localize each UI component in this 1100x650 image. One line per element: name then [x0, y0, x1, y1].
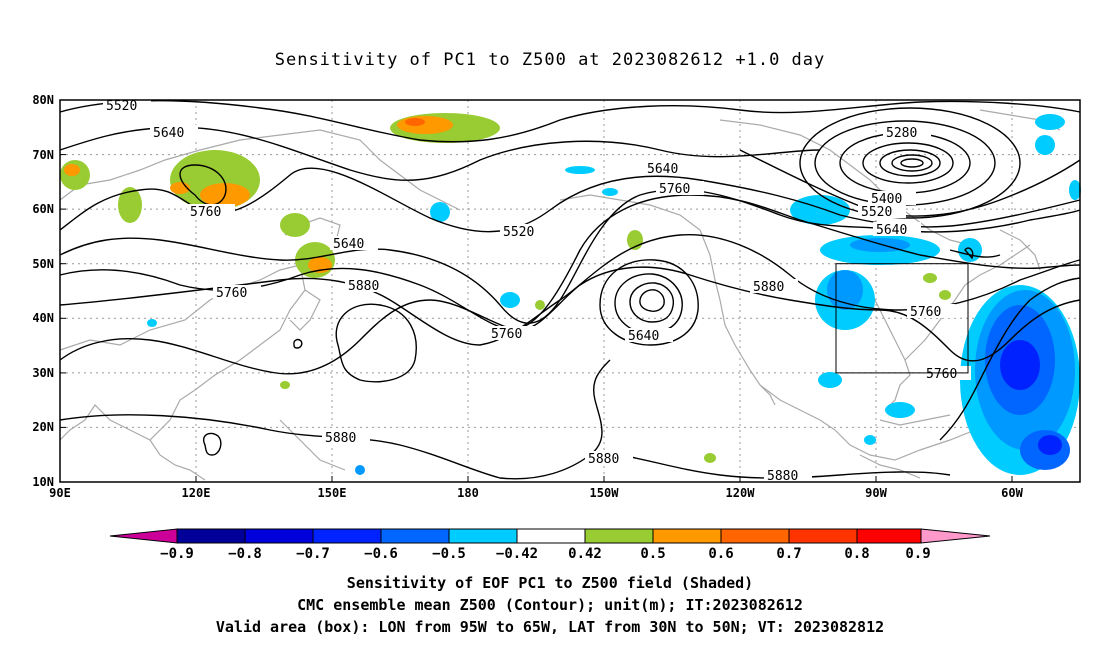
colorbar-cell	[448, 528, 518, 544]
contour-label-text: 5760	[926, 367, 957, 382]
colorbar: −0.9 −0.8 −0.7 −0.6 −0.5 −0.42 0.42 0.5 …	[109, 528, 991, 562]
contour-label-text: 5880	[348, 279, 379, 294]
lat-label-70n: 70N	[32, 148, 54, 162]
contour-label-text: 5760	[910, 305, 941, 320]
contour-label: 5760	[907, 304, 955, 320]
chart-title: Sensitivity of PC1 to Z500 at 2023082612…	[274, 50, 826, 70]
colorbar-label: −0.8	[228, 546, 262, 562]
lat-label-80n: 80N	[32, 93, 54, 107]
colorbar-cell	[652, 528, 722, 544]
contour-label: 5400	[868, 191, 916, 207]
colorbar-cell	[856, 528, 922, 544]
lat-label-10n: 10N	[32, 475, 54, 489]
lat-label-40n: 40N	[32, 311, 54, 325]
contour-label: 5640	[644, 161, 692, 177]
contour-label-text: 5400	[871, 192, 902, 207]
colorbar-cell	[380, 528, 450, 544]
lat-label-20n: 20N	[32, 420, 54, 434]
caption-line-contour: CMC ensemble mean Z500 (Contour); unit(m…	[297, 596, 803, 614]
contour-label: 5640	[625, 328, 673, 344]
contour-label: 5880	[764, 468, 812, 484]
contour-label: 5640	[150, 125, 198, 141]
lon-label-120w: 120W	[726, 486, 756, 500]
colorbar-label: −0.9	[160, 546, 194, 562]
lon-label-90e: 90E	[49, 486, 71, 500]
contour-label-text: 5520	[861, 205, 892, 220]
contour-label: 5880	[750, 279, 798, 295]
figure-caption: Sensitivity of EOF PC1 to Z500 field (Sh…	[0, 572, 1100, 638]
lat-label-50n: 50N	[32, 257, 54, 271]
contour-label: 5760	[923, 366, 971, 382]
contour-labels: 5520 5640 5760 5640 5760 5880 5520 5640 …	[103, 98, 971, 484]
colorbar-cell	[788, 528, 858, 544]
contour-label-text: 5760	[216, 286, 247, 301]
lon-label-150e: 150E	[318, 486, 347, 500]
colorbar-label: 0.8	[844, 546, 869, 562]
colorbar-cell	[312, 528, 382, 544]
contour-label-text: 5640	[153, 126, 184, 141]
lat-label-30n: 30N	[32, 366, 54, 380]
contour-label: 5280	[883, 125, 931, 141]
contour-label-text: 5760	[190, 205, 221, 220]
colorbar-label: −0.42	[496, 546, 538, 562]
colorbar-label: 0.42	[568, 546, 602, 562]
caption-line-valid-area: Valid area (box): LON from 95W to 65W, L…	[215, 618, 885, 636]
colorbar-label: −0.7	[296, 546, 330, 562]
contour-label-text: 5880	[767, 469, 798, 484]
shaded-regions	[60, 113, 1081, 475]
colorbar-cell	[176, 528, 246, 544]
contour-label-text: 5640	[628, 329, 659, 344]
axis-ticks	[59, 99, 1013, 483]
colorbar-label: 0.9	[905, 546, 930, 562]
colorbar-label: −0.6	[364, 546, 398, 562]
contour-label: 5760	[488, 326, 536, 342]
caption-line-shading: Sensitivity of EOF PC1 to Z500 field (Sh…	[346, 574, 754, 592]
contour-label: 5640	[873, 222, 921, 238]
colorbar-cell	[516, 528, 586, 544]
contour-label-text: 5520	[503, 225, 534, 240]
contour-label: 5880	[585, 451, 633, 467]
map-frame	[59, 99, 1081, 483]
contour-label-text: 5280	[886, 126, 917, 141]
colorbar-cell	[584, 528, 654, 544]
contour-label-text: 5880	[325, 431, 356, 446]
colorbar-cell	[244, 528, 314, 544]
colorbar-label: 0.6	[708, 546, 733, 562]
contour-label: 5520	[103, 98, 151, 114]
colorbar-label: 0.5	[640, 546, 665, 562]
contour-label-text: 5760	[491, 327, 522, 342]
lon-label-90w: 90W	[865, 486, 887, 500]
lat-label-60n: 60N	[32, 202, 54, 216]
contour-label-text: 5640	[647, 162, 678, 177]
colorbar-label: 0.7	[776, 546, 801, 562]
contour-label-text: 5760	[659, 182, 690, 197]
contour-label-text: 5880	[753, 280, 784, 295]
contour-label: 5520	[858, 204, 906, 220]
valid-area-box	[835, 263, 969, 374]
contour-label: 5520	[500, 224, 548, 240]
contour-label: 5880	[322, 430, 370, 446]
contour-label-text: 5520	[106, 99, 137, 114]
lon-label-150w: 150W	[590, 486, 620, 500]
colorbar-end-low	[109, 528, 178, 544]
contour-label: 5760	[187, 204, 235, 220]
contour-label: 5760	[656, 181, 704, 197]
contour-label: 5760	[213, 285, 261, 301]
colorbar-label: −0.5	[432, 546, 466, 562]
colorbar-end-high	[920, 528, 991, 544]
contour-label: 5880	[345, 278, 393, 294]
contour-label: 5640	[330, 236, 378, 252]
lon-label-180: 180	[457, 486, 479, 500]
colorbar-cell	[720, 528, 790, 544]
lon-label-120e: 120E	[182, 486, 211, 500]
lon-label-60w: 60W	[1001, 486, 1023, 500]
contour-label-text: 5640	[876, 223, 907, 238]
contour-label-text: 5640	[333, 237, 364, 252]
contour-label-text: 5880	[588, 452, 619, 467]
